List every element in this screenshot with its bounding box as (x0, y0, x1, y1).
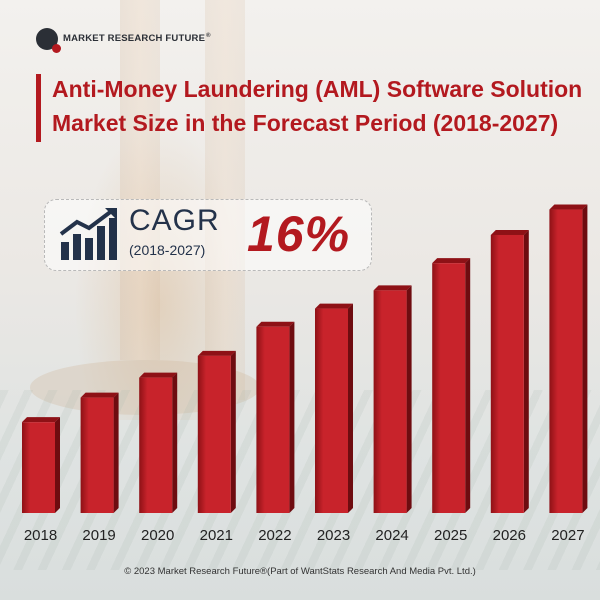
chart-title-line-2: Market Size in the Forecast Period (2018… (52, 110, 559, 136)
bar-side-2022 (289, 321, 295, 513)
title-accent-bar (36, 74, 41, 142)
bar-side-2024 (406, 285, 412, 513)
bar-2019 (80, 392, 119, 513)
chart-title: Anti-Money Laundering (AML) Software Sol… (52, 72, 592, 140)
cagr-label: CAGR (129, 204, 220, 237)
bar-top-2023 (315, 303, 353, 309)
bar-top-2026 (490, 229, 529, 235)
bar-side-2018 (55, 417, 60, 513)
bar-body-2025 (432, 263, 466, 513)
bar-top-2018 (22, 417, 60, 423)
x-tick-label-2020: 2020 (141, 527, 174, 544)
bar-side-2025 (465, 258, 471, 513)
x-tick-label-2018: 2018 (24, 527, 57, 544)
x-tick-label-2027: 2027 (551, 527, 584, 544)
bar-2024 (373, 285, 412, 513)
x-tick-label-2026: 2026 (493, 527, 526, 544)
bar-2025 (432, 258, 471, 513)
bar-2027 (549, 204, 588, 513)
brand-logo: MARKET RESEARCH FUTURE® (36, 28, 211, 53)
bar-2026 (490, 229, 529, 513)
bar-top-2020 (139, 372, 178, 378)
x-tick-label-2021: 2021 (200, 527, 233, 544)
bar-2022 (256, 321, 295, 513)
bar-2023 (315, 303, 353, 513)
x-tick-label-2025: 2025 (434, 527, 467, 544)
bar-chart: 2018 2019 2020 2021 2022 2023 2024 2025 2026 2027 (22, 204, 588, 544)
bar-body-2021 (197, 355, 231, 513)
copyright-footer: © 2023 Market Research Future®(Part of W… (124, 566, 476, 577)
cagr-period: (2018-2027) (129, 242, 206, 258)
bar-top-2021 (197, 350, 236, 356)
x-tick-label-2019: 2019 (82, 527, 115, 544)
bar-side-2027 (582, 204, 588, 513)
growth-chart-icon (59, 208, 117, 260)
background-post-left (120, 0, 160, 360)
bar-body-2023 (315, 308, 348, 513)
bar-side-2020 (172, 372, 178, 513)
bar-top-2022 (256, 321, 295, 327)
bar-2020 (139, 372, 178, 513)
bar-body-2024 (373, 290, 407, 513)
brand-name: MARKET RESEARCH FUTURE® (63, 33, 211, 45)
bar-2021 (197, 350, 236, 513)
bar-side-2019 (113, 392, 119, 513)
brand-logo-icon (36, 28, 61, 53)
bar-body-2022 (256, 326, 290, 513)
cagr-callout: CAGR (2018-2027) 16% (44, 199, 372, 271)
bar-side-2021 (230, 350, 236, 513)
bar-body-2018 (22, 422, 55, 513)
bar-side-2026 (523, 229, 529, 513)
cagr-value: 16% (247, 206, 351, 262)
bar-top-2019 (80, 392, 119, 398)
bar-top-2024 (373, 285, 412, 291)
x-tick-label-2024: 2024 (375, 527, 408, 544)
bar-body-2026 (490, 234, 524, 513)
chart-title-line-1: Anti-Money Laundering (AML) Software Sol… (52, 76, 583, 102)
bar-body-2019 (80, 397, 114, 513)
bar-2018 (22, 417, 60, 513)
bar-top-2025 (432, 258, 471, 264)
bar-side-2023 (348, 303, 353, 513)
bar-body-2027 (549, 209, 583, 513)
x-tick-label-2022: 2022 (258, 527, 291, 544)
bar-body-2020 (139, 377, 173, 513)
bar-top-2027 (549, 204, 588, 210)
x-tick-label-2023: 2023 (317, 527, 350, 544)
